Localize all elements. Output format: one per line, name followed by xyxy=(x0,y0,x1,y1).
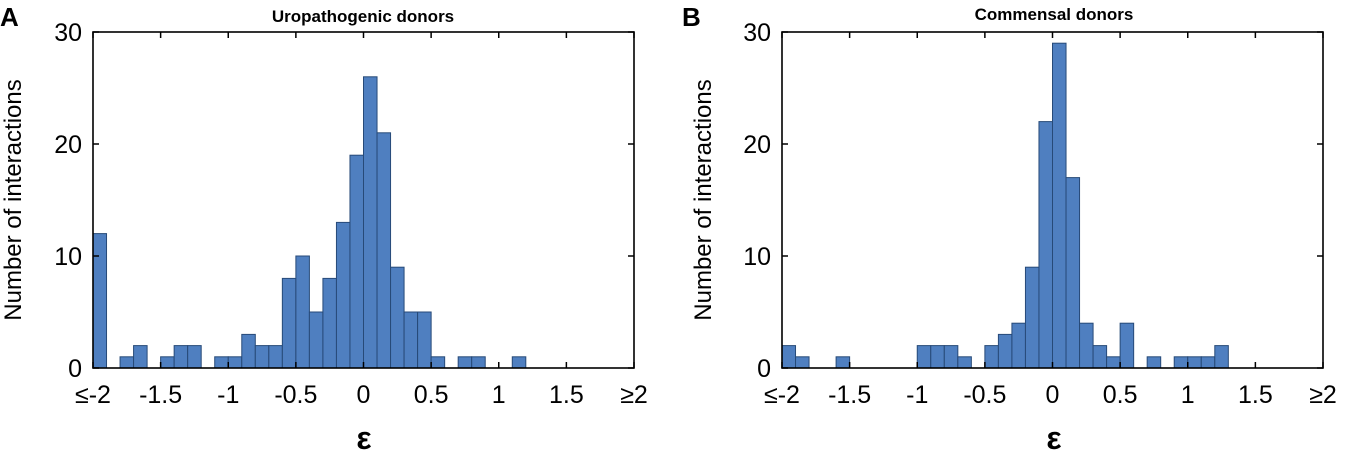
panel-a-ticks: ≤-2 -1.5 -1 -0.5 0 0.5 1 1.5 ≥2 0 10 20 30 xyxy=(54,19,648,409)
panel-a-x-tick-label: 0.5 xyxy=(414,381,449,409)
panel-b-bar xyxy=(1052,42,1067,369)
panel-a-bar xyxy=(403,311,419,369)
panel-b-bar xyxy=(1119,322,1135,369)
panel-a-bar xyxy=(133,345,148,369)
panel-a: A Uropathogenic donors ≤-2 -1.5 -1 -0.5 0 0.5… xyxy=(0,2,648,453)
panel-a-bar xyxy=(363,76,378,369)
panel-b-bar xyxy=(957,356,972,369)
panel-a-y-tick-label: 20 xyxy=(54,131,82,159)
panel-a-y-tick-label: 0 xyxy=(68,355,82,383)
panel-b-x-axis-label: ε xyxy=(1046,420,1061,453)
panel-b: B Commensal donors ≤-2 -1.5 -1 -0.5 0 0.5 1 1.5… xyxy=(682,2,1337,453)
panel-a-bar xyxy=(92,233,108,369)
panel-a-bar xyxy=(349,154,365,369)
panel-b-bar xyxy=(1187,356,1202,369)
panel-b-x-tick-label: 0.5 xyxy=(1103,381,1138,409)
panel-a-x-tick-label: 0 xyxy=(357,381,371,409)
panel-a-bar xyxy=(241,333,256,369)
panel-b-ticks: ≤-2 -1.5 -1 -0.5 0 0.5 1 1.5 ≥2 0 10 20 30 xyxy=(743,19,1337,409)
panel-b-x-tick-label: ≥2 xyxy=(1309,381,1337,409)
panel-b-y-tick-label: 10 xyxy=(743,243,771,271)
panel-b-bar xyxy=(1011,322,1026,369)
panel-b-y-axis-label: Number of interactions xyxy=(690,79,717,320)
panel-b-bar xyxy=(1106,356,1121,369)
panel-a-bar xyxy=(417,311,432,369)
panel-b-bar xyxy=(1065,177,1081,369)
panel-a-y-tick-label: 10 xyxy=(54,243,82,271)
panel-a-bar xyxy=(376,132,392,369)
panel-a-bar xyxy=(227,356,243,369)
panel-a-bar xyxy=(173,345,189,369)
panel-b-bar xyxy=(1038,121,1053,369)
panel-a-y-axis-label: Number of interactions xyxy=(0,79,27,320)
panel-a-x-tick-label: -1 xyxy=(217,381,239,409)
panel-a-bar xyxy=(457,356,473,369)
panel-b-x-tick-label: 1.5 xyxy=(1238,381,1273,409)
panel-a-bar xyxy=(471,356,486,369)
panel-a-x-tick-label: 1.5 xyxy=(549,381,584,409)
panel-b-y-tick-label: 30 xyxy=(743,19,771,47)
panel-b-bar xyxy=(1214,345,1229,369)
panel-b-y-tick-label: 0 xyxy=(757,355,771,383)
panel-a-plot-frame xyxy=(92,31,635,369)
panel-b-bar xyxy=(835,356,851,369)
panel-b-x-tick-label: -1.5 xyxy=(828,381,871,409)
panel-a-bar xyxy=(295,255,310,369)
panel-a-bar xyxy=(160,356,175,369)
panel-b-bar xyxy=(1079,322,1094,369)
panel-a-bars xyxy=(92,76,527,369)
panel-b-bar xyxy=(984,345,999,369)
panel-a-title: Uropathogenic donors xyxy=(272,7,454,26)
panel-a-bar xyxy=(214,356,229,369)
panel-a-bar xyxy=(322,277,337,369)
panel-a-x-tick-label: -0.5 xyxy=(274,381,317,409)
panel-b-x-tick-label: 0 xyxy=(1046,381,1060,409)
panel-b-bar xyxy=(795,356,810,369)
panel-b-bar xyxy=(781,345,797,369)
panel-b-bar xyxy=(930,345,945,369)
panel-b-bar xyxy=(997,333,1013,369)
panel-b-letter: B xyxy=(682,2,701,32)
panel-a-x-tick-label: -1.5 xyxy=(139,381,182,409)
panel-b-bar xyxy=(943,345,959,369)
panel-a-bar xyxy=(308,311,324,369)
panel-b-bar xyxy=(1173,356,1189,369)
panel-a-letter: A xyxy=(0,2,19,32)
panel-b-x-tick-label: -1 xyxy=(906,381,928,409)
panel-b-bar xyxy=(1200,356,1216,369)
panel-b-bar xyxy=(1092,345,1108,369)
panel-b-bar xyxy=(1146,356,1162,369)
panel-a-x-axis-label: ε xyxy=(356,420,371,453)
panel-b-y-tick-label: 20 xyxy=(743,131,771,159)
panel-b-bar xyxy=(1024,266,1040,369)
panel-a-x-tick-label: ≤-2 xyxy=(75,381,111,409)
panel-b-title: Commensal donors xyxy=(975,5,1134,24)
panel-a-bar xyxy=(390,266,405,369)
panel-b-plot-frame xyxy=(781,31,1324,369)
panel-b-bars xyxy=(781,42,1229,369)
panel-a-bar xyxy=(335,221,351,369)
panel-b-bar xyxy=(916,345,932,369)
panel-a-y-tick-label: 30 xyxy=(54,19,82,47)
panel-a-bar xyxy=(511,356,527,369)
panel-a-x-tick-label: 1 xyxy=(492,381,506,409)
panel-b-x-tick-label: ≤-2 xyxy=(764,381,800,409)
panel-a-bar xyxy=(430,356,446,369)
panel-a-bar xyxy=(187,345,202,369)
panel-a-bar xyxy=(268,345,283,369)
panel-a-bar xyxy=(119,356,135,369)
panel-b-x-tick-label: -0.5 xyxy=(963,381,1006,409)
panel-a-x-tick-label: ≥2 xyxy=(620,381,648,409)
panel-a-bar xyxy=(254,345,270,369)
panel-a-bar xyxy=(281,277,297,369)
panel-b-x-tick-label: 1 xyxy=(1181,381,1195,409)
